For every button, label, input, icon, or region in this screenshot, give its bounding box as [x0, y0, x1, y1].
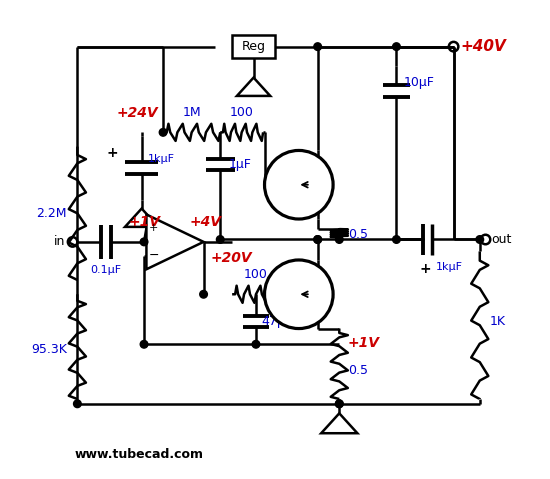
Text: 10μF: 10μF	[404, 76, 434, 89]
Text: 0.1μF: 0.1μF	[90, 265, 122, 275]
Circle shape	[74, 400, 81, 408]
Circle shape	[200, 290, 207, 298]
Text: 2.2M: 2.2M	[36, 207, 67, 220]
Text: +1V: +1V	[348, 336, 380, 350]
Text: +: +	[106, 146, 118, 160]
Text: 0.5: 0.5	[348, 228, 368, 240]
Text: +1V: +1V	[128, 215, 160, 228]
Text: +40V: +40V	[461, 39, 507, 54]
Circle shape	[393, 236, 400, 243]
Text: 1kμF: 1kμF	[436, 262, 463, 273]
Circle shape	[140, 238, 148, 246]
Text: 95.3K: 95.3K	[31, 342, 67, 355]
Circle shape	[160, 128, 167, 136]
Polygon shape	[146, 215, 204, 269]
Text: 0.5: 0.5	[348, 365, 368, 377]
Text: +24V: +24V	[117, 106, 158, 120]
Text: −: −	[148, 249, 159, 262]
Text: Reg: Reg	[241, 40, 266, 53]
Text: 100: 100	[230, 106, 254, 119]
Text: www.tubecad.com: www.tubecad.com	[75, 448, 204, 461]
Circle shape	[265, 260, 333, 329]
Circle shape	[336, 400, 343, 408]
Circle shape	[314, 236, 322, 243]
Text: 47pF: 47pF	[262, 315, 293, 328]
Circle shape	[252, 341, 260, 348]
Text: 1kμF: 1kμF	[147, 154, 174, 163]
FancyBboxPatch shape	[232, 35, 275, 58]
Text: +20V: +20V	[211, 251, 252, 265]
Text: out: out	[492, 233, 512, 246]
Text: 1μF: 1μF	[229, 158, 252, 171]
Circle shape	[336, 400, 343, 408]
Text: 100: 100	[244, 268, 268, 281]
Circle shape	[336, 236, 343, 243]
Circle shape	[216, 236, 224, 243]
Text: +: +	[419, 262, 431, 276]
Text: 1M: 1M	[183, 106, 201, 119]
Text: +4V: +4V	[190, 215, 222, 228]
Circle shape	[314, 43, 322, 50]
Circle shape	[140, 341, 148, 348]
Circle shape	[314, 236, 322, 243]
Text: +: +	[149, 223, 158, 233]
Text: 1K: 1K	[490, 315, 505, 328]
Circle shape	[476, 236, 483, 243]
Text: in: in	[54, 235, 65, 249]
Circle shape	[265, 150, 333, 219]
Circle shape	[393, 43, 400, 50]
